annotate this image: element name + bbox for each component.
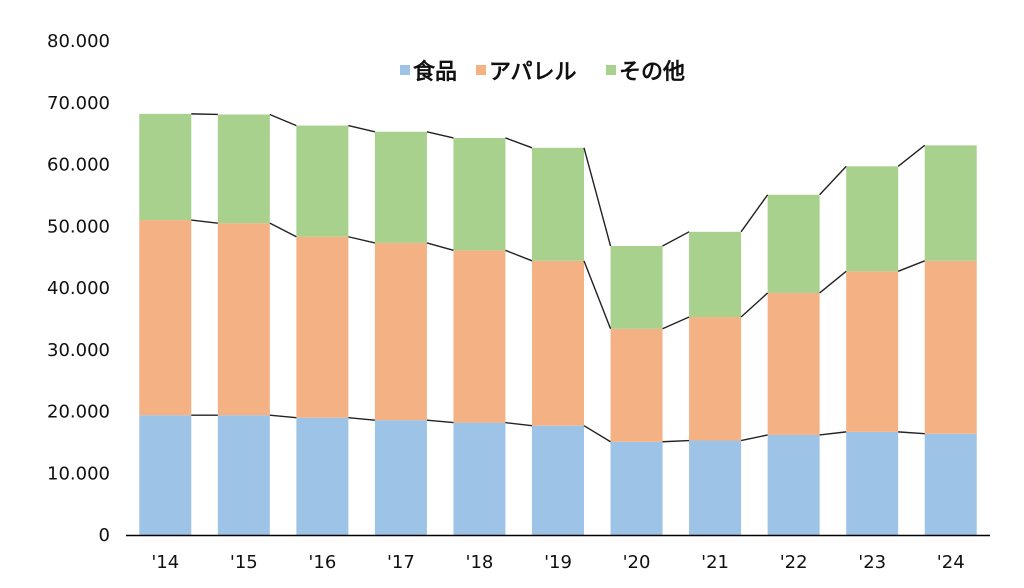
- x-tick-label: '20: [623, 552, 651, 573]
- series-lines-layer: [191, 113, 926, 443]
- y-tick-label: 60.000: [47, 155, 110, 176]
- bar-segment-1-0: [139, 220, 192, 416]
- bar-segment-2-6: [610, 246, 663, 329]
- bar-segment-2-10: [924, 145, 977, 261]
- series-line-1-4: [505, 249, 533, 262]
- bar-segment-0-6: [610, 441, 663, 535]
- legend-label: 食品: [413, 59, 457, 85]
- bars-layer: [139, 113, 977, 535]
- bar-segment-1-9: [846, 271, 899, 432]
- bar-segment-0-8: [767, 434, 820, 535]
- series-line-1-5: [583, 260, 612, 330]
- x-tick-label: '17: [387, 552, 415, 573]
- bar-segment-1-7: [689, 317, 742, 441]
- bar-segment-1-3: [374, 242, 427, 421]
- y-axis-ticks: 0 10.000 20.000 30.000 40.000 50.000 60.000 70.…: [47, 31, 110, 546]
- series-line-0-1: [269, 414, 297, 419]
- bar-segment-1-5: [532, 260, 584, 426]
- x-tick-label: '22: [780, 552, 808, 573]
- x-tick-label: '15: [230, 552, 258, 573]
- x-tick-label: '16: [308, 552, 336, 573]
- series-line-2-8: [819, 165, 847, 196]
- legend-label: アパレル: [489, 60, 577, 85]
- series-line-1-8: [819, 270, 847, 294]
- legend-swatch: [400, 65, 410, 75]
- series-line-2-9: [897, 144, 926, 167]
- series-line-0-7: [740, 434, 768, 442]
- series-line-1-3: [426, 242, 454, 252]
- bar-segment-2-3: [374, 131, 427, 243]
- series-line-1-1: [269, 222, 297, 238]
- y-tick-label: 50.000: [47, 216, 110, 237]
- series-line-0-5: [583, 425, 611, 443]
- bar-segment-0-5: [532, 425, 584, 535]
- bar-segment-1-2: [296, 236, 349, 418]
- series-line-0-9: [898, 431, 925, 435]
- bar-segment-2-0: [139, 113, 192, 221]
- bar-segment-1-10: [924, 260, 977, 434]
- x-tick-label: '23: [858, 552, 886, 573]
- legend-label: その他: [619, 60, 685, 85]
- x-tick-label: '14: [151, 552, 179, 573]
- bar-segment-0-10: [924, 433, 977, 535]
- x-tick-label: '21: [701, 552, 729, 573]
- bar-segment-2-5: [532, 147, 584, 261]
- bar-segment-2-7: [689, 231, 742, 318]
- series-line-0-6: [662, 439, 690, 443]
- series-line-0-3: [426, 419, 454, 424]
- bar-segment-2-9: [846, 166, 899, 272]
- bar-segment-1-6: [610, 328, 663, 442]
- y-tick-label: 10.000: [47, 463, 110, 484]
- bar-segment-0-2: [296, 417, 349, 535]
- bar-segment-0-9: [846, 431, 899, 535]
- x-tick-label: '18: [466, 552, 494, 573]
- bar-segment-1-4: [453, 250, 506, 423]
- bar-segment-0-7: [689, 440, 742, 535]
- series-line-2-1: [269, 113, 297, 127]
- bar-segment-0-0: [139, 415, 192, 535]
- bar-segment-0-3: [374, 420, 427, 535]
- series-line-2-5: [583, 147, 612, 247]
- legend-swatch: [476, 65, 486, 75]
- y-tick-label: 20.000: [47, 402, 110, 423]
- series-line-1-9: [897, 260, 925, 272]
- x-tick-label: '24: [937, 552, 965, 573]
- series-line-2-3: [426, 131, 454, 139]
- bar-segment-1-8: [767, 292, 820, 435]
- y-tick-label: 70.000: [47, 93, 110, 114]
- y-tick-label: 0: [99, 525, 110, 546]
- series-line-0-8: [819, 431, 847, 436]
- series-line-2-6: [662, 231, 690, 247]
- bar-segment-0-1: [217, 415, 270, 535]
- series-line-1-6: [662, 316, 690, 330]
- bar-segment-2-8: [767, 194, 820, 293]
- series-line-0-4: [505, 421, 533, 427]
- series-line-2-7: [740, 194, 769, 233]
- x-axis-ticks: '14 '15 '16 '17 '18 '19 '20 '21 '22 '23 '24: [151, 552, 964, 573]
- legend: 食品 アパレル その他: [400, 59, 685, 85]
- series-line-2-2: [348, 124, 376, 133]
- y-tick-label: 30.000: [47, 340, 110, 361]
- bar-segment-2-2: [296, 125, 349, 237]
- series-line-1-0: [191, 219, 218, 224]
- series-line-1-7: [740, 292, 769, 318]
- series-line-2-0: [191, 113, 218, 116]
- y-tick-label: 80.000: [47, 31, 110, 52]
- y-tick-label: 40.000: [47, 278, 110, 299]
- bar-segment-1-1: [217, 223, 270, 416]
- legend-swatch: [606, 65, 616, 75]
- x-tick-label: '19: [544, 552, 572, 573]
- bar-segment-2-4: [453, 137, 506, 251]
- bar-segment-0-4: [453, 422, 506, 535]
- series-line-0-2: [348, 416, 375, 421]
- series-line-1-2: [348, 236, 376, 244]
- bar-segment-2-1: [217, 114, 270, 224]
- series-line-2-4: [505, 137, 533, 149]
